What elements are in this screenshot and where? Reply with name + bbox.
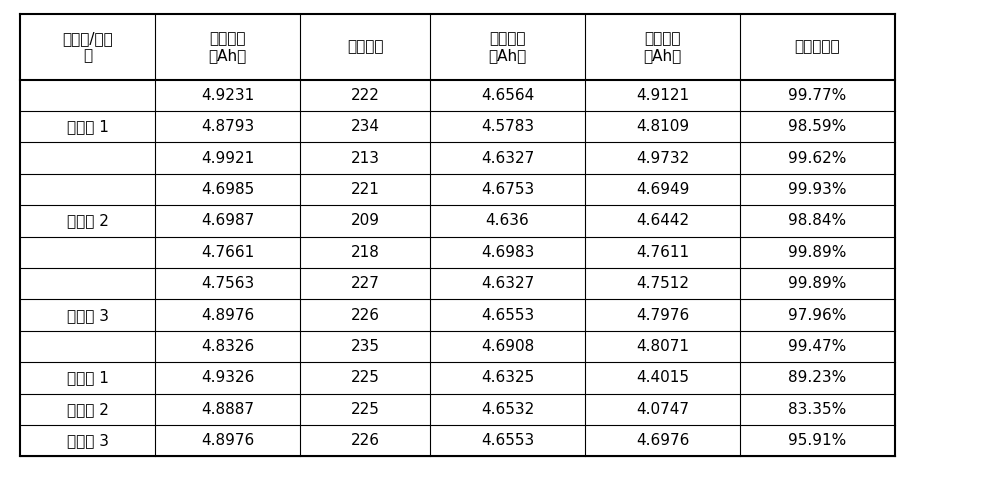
Text: 充电容量
（Ah）: 充电容量 （Ah）	[643, 31, 682, 63]
Text: 4.9326: 4.9326	[201, 370, 254, 385]
Text: 4.8326: 4.8326	[201, 339, 254, 354]
Text: 227: 227	[351, 276, 379, 291]
Text: 4.6949: 4.6949	[636, 182, 689, 197]
Text: 循环周数: 循环周数	[347, 40, 383, 55]
Text: 容量保持率: 容量保持率	[795, 40, 840, 55]
Text: 4.6987: 4.6987	[201, 213, 254, 228]
Text: 4.8109: 4.8109	[636, 119, 689, 134]
Text: 4.4015: 4.4015	[636, 370, 689, 385]
Text: 226: 226	[351, 308, 380, 323]
Text: 初始容量
（Ah）: 初始容量 （Ah）	[208, 31, 247, 63]
Text: 99.47%: 99.47%	[788, 339, 847, 354]
Text: 4.6442: 4.6442	[636, 213, 689, 228]
Text: 4.9121: 4.9121	[636, 88, 689, 103]
Text: 4.8793: 4.8793	[201, 119, 254, 134]
Text: 99.89%: 99.89%	[788, 245, 847, 260]
Text: 99.93%: 99.93%	[788, 182, 847, 197]
Text: 实施例 2: 实施例 2	[67, 213, 108, 228]
Text: 225: 225	[351, 370, 379, 385]
Text: 234: 234	[351, 119, 380, 134]
Text: 222: 222	[351, 88, 379, 103]
Text: 4.7563: 4.7563	[201, 276, 254, 291]
Text: 4.5783: 4.5783	[481, 119, 534, 134]
Text: 4.6985: 4.6985	[201, 182, 254, 197]
Text: 4.6564: 4.6564	[481, 88, 534, 103]
Text: 对比例 3: 对比例 3	[67, 433, 109, 448]
Text: 4.6327: 4.6327	[481, 276, 534, 291]
Text: 4.7611: 4.7611	[636, 245, 689, 260]
Text: 4.0747: 4.0747	[636, 402, 689, 417]
Text: 97.96%: 97.96%	[788, 308, 847, 323]
Text: 98.59%: 98.59%	[788, 119, 847, 134]
Text: 4.636: 4.636	[486, 213, 529, 228]
Text: 4.8071: 4.8071	[636, 339, 689, 354]
Text: 4.6983: 4.6983	[481, 245, 534, 260]
Text: 4.8887: 4.8887	[201, 402, 254, 417]
Text: 实施例 3: 实施例 3	[67, 308, 109, 323]
Text: 99.89%: 99.89%	[788, 276, 847, 291]
Text: 4.6532: 4.6532	[481, 402, 534, 417]
Text: 209: 209	[351, 213, 380, 228]
Text: 对比例 2: 对比例 2	[67, 402, 108, 417]
Text: 4.6976: 4.6976	[636, 433, 689, 448]
Text: 4.7512: 4.7512	[636, 276, 689, 291]
Text: 4.6753: 4.6753	[481, 182, 534, 197]
Text: 4.6553: 4.6553	[481, 308, 534, 323]
Text: 98.84%: 98.84%	[788, 213, 847, 228]
Text: 4.8976: 4.8976	[201, 433, 254, 448]
Text: 4.7976: 4.7976	[636, 308, 689, 323]
Text: 4.7661: 4.7661	[201, 245, 254, 260]
Text: 对比例 1: 对比例 1	[67, 370, 108, 385]
Text: 225: 225	[351, 402, 379, 417]
Text: 4.6553: 4.6553	[481, 433, 534, 448]
Text: 95.91%: 95.91%	[788, 433, 847, 448]
Text: 226: 226	[351, 433, 380, 448]
Text: 实施例 1: 实施例 1	[67, 119, 108, 134]
Text: 4.6327: 4.6327	[481, 151, 534, 166]
Text: 89.23%: 89.23%	[788, 370, 847, 385]
Text: 4.9921: 4.9921	[201, 151, 254, 166]
Text: 213: 213	[351, 151, 380, 166]
Text: 4.6325: 4.6325	[481, 370, 534, 385]
Text: 235: 235	[351, 339, 380, 354]
Text: 4.9231: 4.9231	[201, 88, 254, 103]
Text: 实施例/对比
例: 实施例/对比 例	[62, 31, 113, 63]
Text: 4.8976: 4.8976	[201, 308, 254, 323]
Text: 4.6908: 4.6908	[481, 339, 534, 354]
Text: 4.9732: 4.9732	[636, 151, 689, 166]
Text: 99.62%: 99.62%	[788, 151, 847, 166]
Text: 放电容量
（Ah）: 放电容量 （Ah）	[488, 31, 527, 63]
Text: 218: 218	[351, 245, 379, 260]
Text: 83.35%: 83.35%	[788, 402, 847, 417]
Text: 99.77%: 99.77%	[788, 88, 847, 103]
Text: 221: 221	[351, 182, 379, 197]
